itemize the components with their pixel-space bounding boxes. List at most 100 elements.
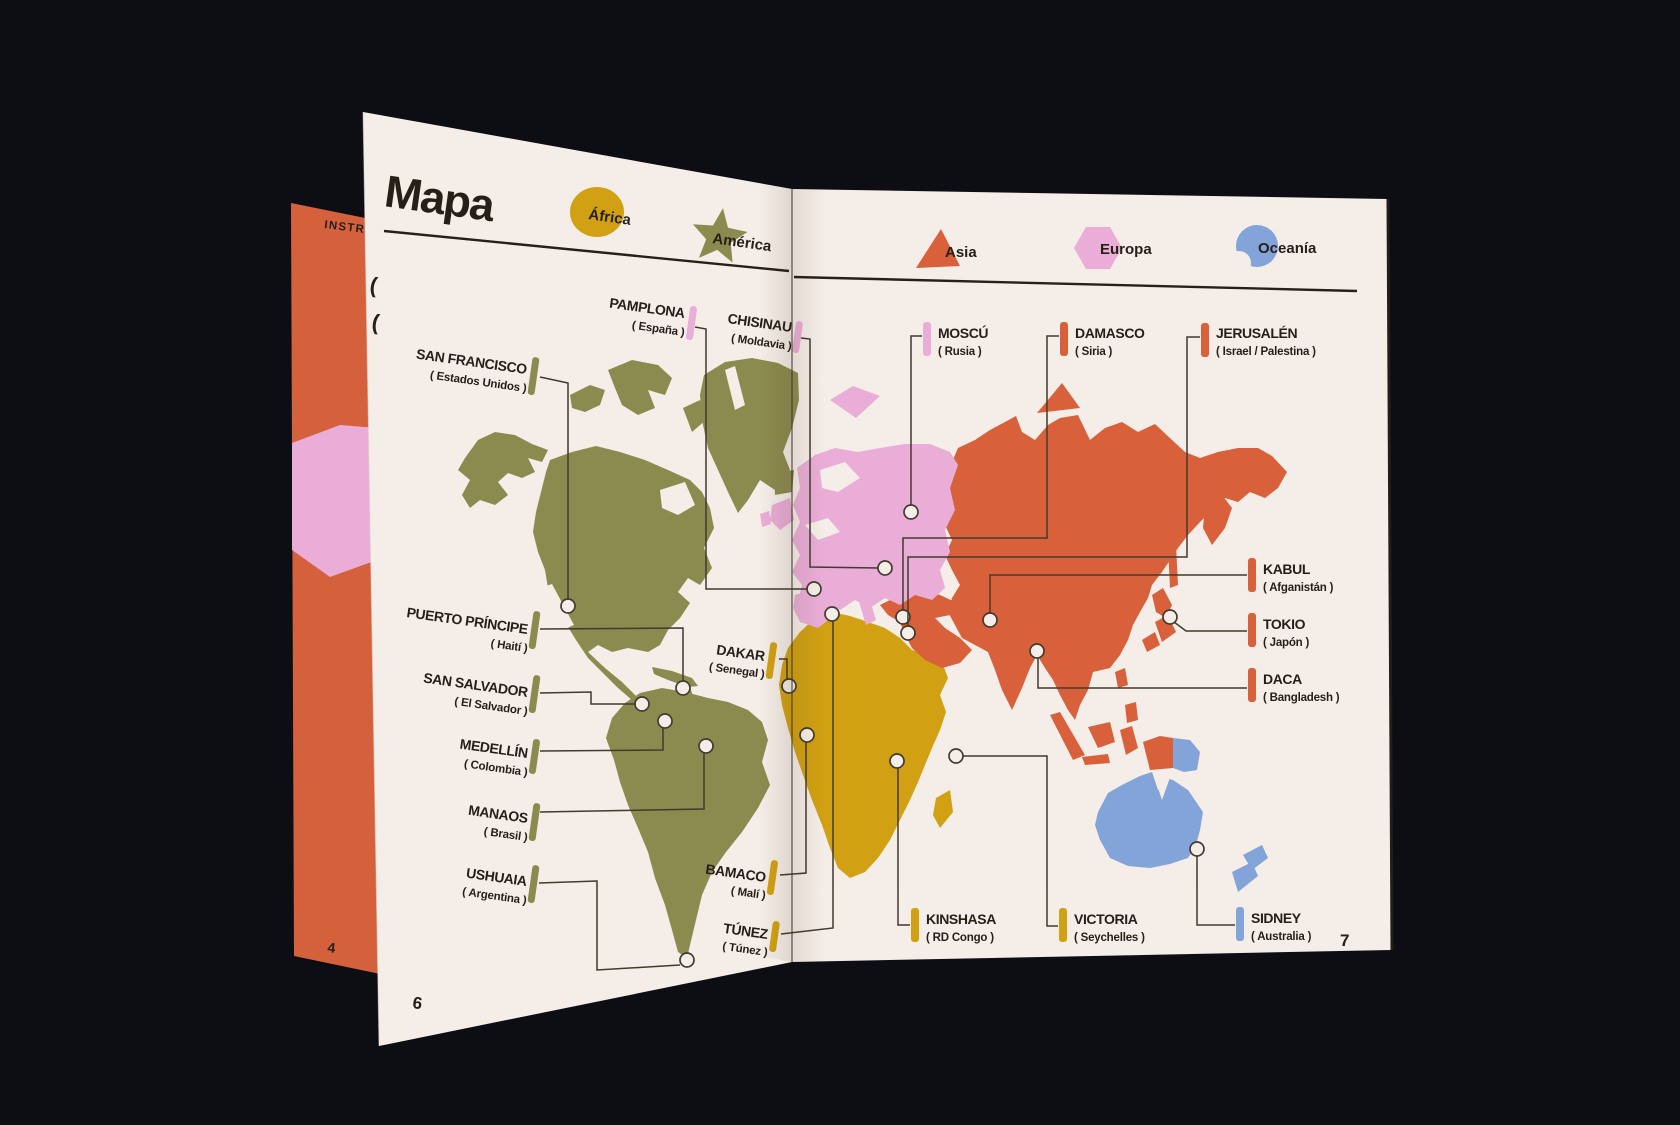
jerusalen-marker: [900, 625, 916, 641]
san-salvador-marker: [634, 696, 650, 712]
map-arctic-island-1: [570, 385, 605, 412]
sidney-marker: [1189, 841, 1205, 857]
asia-legend-label: Asia: [945, 244, 977, 261]
sidney-tick: [1236, 907, 1244, 941]
tokio-lead-line: [1173, 621, 1247, 632]
jerusalen-name: JERUSALÉN: [1216, 325, 1297, 341]
bamaco-country: ( Malí ): [730, 885, 767, 902]
victoria-lead-line: [963, 755, 1058, 927]
map-south-america: [606, 688, 770, 958]
sidney-name: SIDNEY: [1251, 910, 1302, 926]
city-callout-kinshasa: KINSHASA ( RD Congo ): [889, 753, 997, 944]
map-asia-mainland: [942, 415, 1287, 720]
daca-lead-line: [1037, 658, 1247, 689]
moscu-tick: [923, 322, 931, 356]
damasco-country: ( Siria ): [1075, 346, 1113, 358]
europa-legend-icon: [1074, 227, 1122, 269]
europa-legend-label: Europa: [1100, 241, 1152, 258]
medellin-lead-line: [539, 728, 664, 752]
ushuaia-tick: [527, 865, 540, 903]
city-callout-daca: DACA ( Bangladesh ): [1029, 643, 1340, 704]
kinshasa-country: ( RD Congo ): [926, 932, 994, 944]
oceania-legend-icon-bite: [1227, 251, 1251, 275]
tokio-tick: [1248, 613, 1256, 647]
jerusalen-lead-line: [907, 336, 1200, 626]
ushuaia-marker: [679, 952, 695, 968]
map-australia: [1095, 772, 1203, 868]
map-kamchatka: [1203, 495, 1232, 545]
city-callout-victoria: VICTORIA ( Seychelles ): [948, 748, 1145, 944]
kabul-lead-line: [989, 574, 1247, 613]
tunez-name: TÚNEZ: [722, 919, 769, 942]
damasco-lead-line: [902, 335, 1059, 610]
map-borneo: [1088, 722, 1115, 748]
map-oceania: [1095, 738, 1268, 892]
damasco-marker: [895, 609, 911, 625]
victoria-name: VICTORIA: [1074, 911, 1138, 927]
paren-fragment-2: (: [370, 309, 381, 335]
paren-fragment-1: (: [368, 272, 379, 298]
map-north-america: [533, 446, 714, 722]
kinshasa-name: KINSHASA: [926, 911, 996, 927]
sidney-country: ( Australia ): [1251, 931, 1312, 943]
city-callout-kabul: KABUL ( Afganistán ): [982, 558, 1334, 628]
carpentaria-notch: [1152, 770, 1172, 800]
legend: África América Asia Europa Oceanía: [570, 187, 1317, 275]
map-philippines-1: [1115, 668, 1128, 688]
map-america: [458, 358, 799, 958]
city-callout-sidney: SIDNEY ( Australia ): [1189, 841, 1312, 943]
map-alaska: [458, 432, 548, 508]
victoria-tick: [1059, 908, 1067, 942]
victoria-marker: [948, 748, 964, 764]
tokio-name: TOKIO: [1263, 616, 1306, 632]
jerusalen-country: ( Israel / Palestina ): [1216, 346, 1316, 358]
kabul-name: KABUL: [1263, 561, 1311, 577]
oceania-legend-label: Oceanía: [1258, 240, 1317, 257]
kinshasa-tick: [911, 908, 919, 942]
jerusalen-tick: [1201, 323, 1209, 357]
moscu-country: ( Rusia ): [938, 346, 982, 358]
kabul-tick: [1248, 558, 1256, 592]
kabul-country: ( Afganistán ): [1263, 582, 1334, 594]
map-java: [1082, 754, 1110, 765]
back-page-sheet: [291, 203, 385, 975]
medellin-marker: [657, 713, 673, 729]
america-legend-icon: [692, 208, 748, 263]
san-salvador-lead-line: [539, 691, 635, 705]
city-callout-jerusalen: JERUSALÉN ( Israel / Palestina ): [900, 323, 1316, 641]
map-iceland: [830, 386, 880, 418]
fold-shadow-left: [760, 184, 792, 962]
africa-legend-label: África: [587, 206, 632, 229]
san-salvador-tick: [528, 675, 541, 713]
pamplona-lead-line: [694, 326, 808, 590]
san-francisco-marker: [560, 598, 576, 614]
victoria-country: ( Seychelles ): [1074, 932, 1145, 944]
tunez-marker: [824, 606, 840, 622]
ushuaia-lead-line: [538, 880, 681, 971]
puerto-principe-lead-line: [539, 627, 684, 681]
sidney-lead-line: [1196, 856, 1235, 926]
puerto-principe-tick: [528, 611, 541, 649]
manaos-tick: [528, 803, 541, 841]
map-arctic-island-3: [683, 400, 706, 432]
city-callout-moscu: MOSCÚ ( Rusia ): [903, 322, 989, 520]
map-sulawesi: [1120, 726, 1138, 755]
map-new-guinea-west: [1143, 736, 1173, 770]
dakar-name: DAKAR: [715, 641, 766, 664]
map-japan-south: [1142, 632, 1160, 652]
fold-shadow-right: [792, 189, 824, 962]
tokio-marker: [1162, 609, 1178, 625]
kabul-marker: [982, 612, 998, 628]
baltic-notch: [820, 462, 860, 492]
manaos-marker: [698, 738, 714, 754]
daca-name: DACA: [1263, 671, 1302, 687]
map-philippines-2: [1125, 702, 1138, 723]
damasco-name: DAMASCO: [1075, 325, 1145, 341]
puerto-principe-country: ( Haití ): [490, 638, 529, 655]
left-page-number: 6: [411, 993, 423, 1013]
kinshasa-marker: [889, 753, 905, 769]
back-page: INSTRU 4: [291, 203, 385, 975]
san-francisco-lead-line: [539, 376, 569, 599]
